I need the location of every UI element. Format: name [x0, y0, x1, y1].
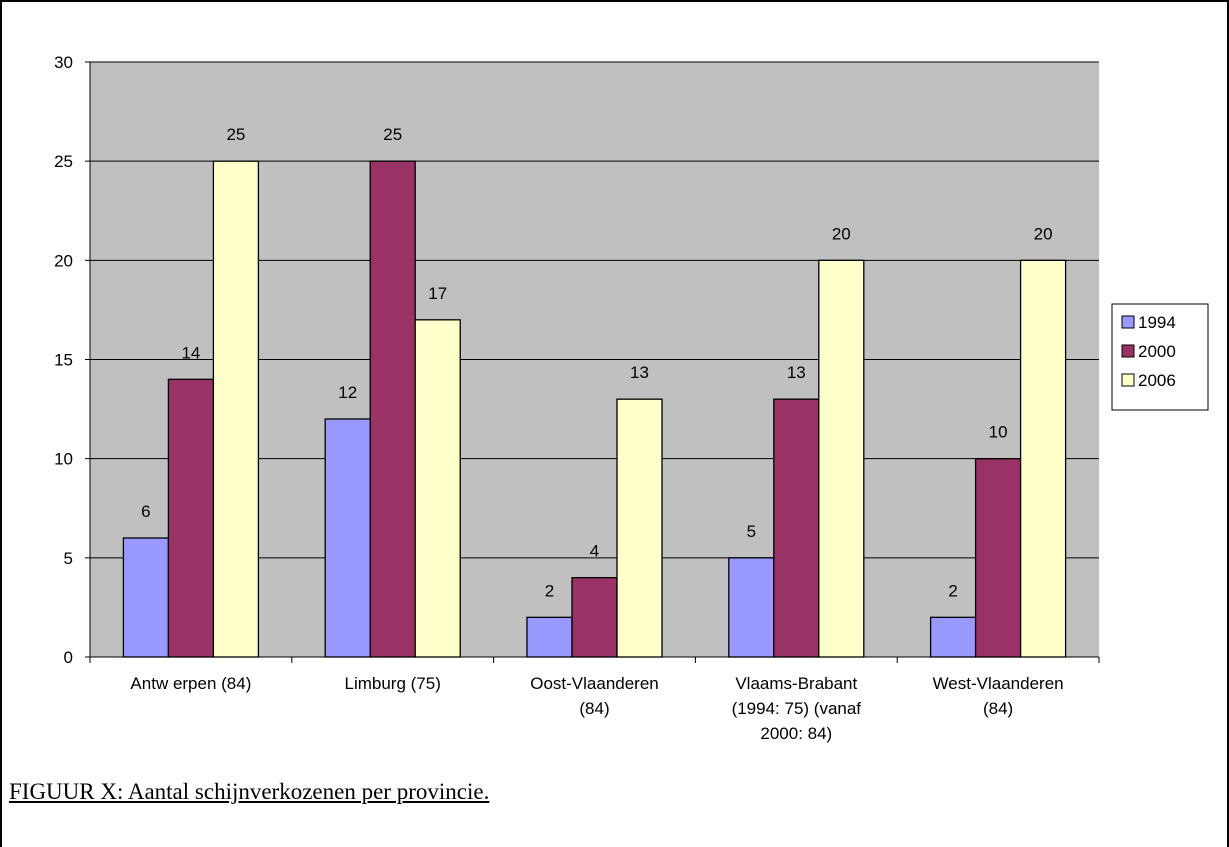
y-tick-label: 25 — [54, 152, 73, 171]
bar — [929, 616, 977, 658]
bar — [414, 319, 461, 658]
x-tick-label: Limburg (75) — [345, 674, 441, 693]
data-label: 14 — [181, 343, 200, 362]
bar — [1019, 259, 1067, 658]
data-label: 4 — [590, 542, 599, 561]
bar — [773, 398, 820, 658]
data-label: 2 — [948, 581, 957, 600]
bar — [616, 398, 663, 658]
bar — [324, 418, 371, 658]
data-label: 2 — [545, 581, 554, 600]
y-tick-label: 20 — [54, 251, 73, 270]
y-tick-label: 10 — [54, 450, 73, 469]
data-label: 6 — [141, 502, 150, 521]
y-tick-label: 0 — [64, 648, 73, 667]
legend-swatch — [1121, 315, 1135, 329]
bar — [122, 537, 170, 658]
data-label: 10 — [989, 423, 1008, 442]
data-label: 25 — [383, 125, 402, 144]
x-tick-label: Antw erpen (84) — [130, 674, 251, 693]
data-label: 13 — [630, 363, 649, 382]
bar — [728, 557, 775, 658]
y-tick-label: 30 — [54, 53, 73, 72]
bar — [571, 577, 618, 658]
legend-label: 2006 — [1138, 371, 1176, 390]
bar — [526, 616, 573, 658]
bar — [212, 160, 260, 658]
data-label: 20 — [832, 224, 851, 243]
figure-caption: FIGUUR X: Aantal schijnverkozenen per pr… — [9, 779, 490, 804]
legend-swatch — [1121, 373, 1135, 387]
legend-swatch — [1121, 344, 1135, 358]
bar — [167, 378, 215, 658]
y-tick-label: 5 — [64, 549, 73, 568]
data-label: 5 — [747, 522, 756, 541]
data-label: 20 — [1034, 224, 1053, 243]
data-label: 17 — [428, 284, 447, 303]
data-label: 25 — [226, 125, 245, 144]
bar — [369, 160, 416, 658]
data-label: 13 — [787, 363, 806, 382]
x-tick-label: Vlaams-Brabant (1994: 75) (vanaf 2000: 84) — [732, 674, 862, 743]
legend-label: 1994 — [1138, 313, 1176, 332]
legend-label: 2000 — [1138, 342, 1176, 361]
x-tick-label: Oost-Vlaanderen (84) — [530, 674, 659, 718]
bar — [818, 259, 865, 658]
x-tick-label: West-Vlaanderen (84) — [933, 674, 1064, 718]
data-label: 12 — [338, 383, 357, 402]
bar — [974, 458, 1022, 658]
y-tick-label: 15 — [54, 351, 73, 370]
